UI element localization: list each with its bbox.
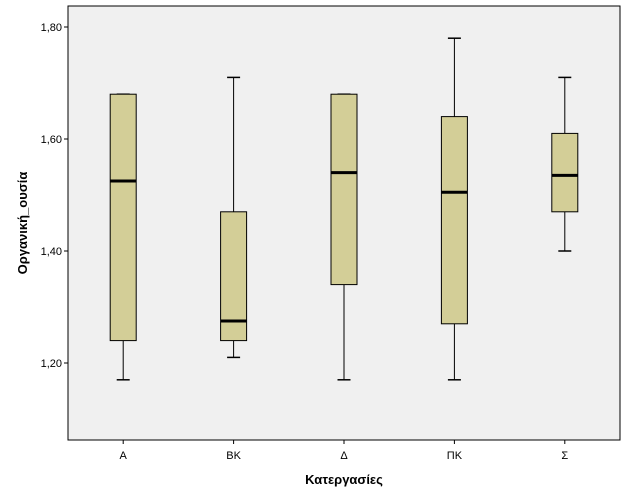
x-axis: Α ΒΚ Δ ΠΚ Σ (120, 440, 568, 462)
y-tick-label: 1,80 (41, 22, 62, 34)
box-iqr (220, 211, 248, 342)
x-tick-label: Α (120, 450, 128, 462)
y-axis: 1,20 1,40 1,60 1,80 (41, 22, 68, 370)
x-tick-label: ΠΚ (447, 450, 463, 462)
y-axis-title: Οργανική_ουσία (15, 172, 30, 275)
x-axis-title: Κατεργασίες (305, 472, 383, 487)
box-iqr (551, 132, 579, 213)
x-tick-label: Σ (561, 450, 568, 462)
y-tick-label: 1,40 (41, 246, 62, 258)
x-tick-label: Δ (340, 450, 348, 462)
box-iqr (109, 93, 137, 342)
y-tick-label: 1,60 (41, 134, 62, 146)
y-tick-label: 1,20 (41, 358, 62, 370)
x-tick-label: ΒΚ (226, 450, 241, 462)
box-iqr (440, 116, 468, 325)
box-group (109, 37, 579, 381)
box-iqr (330, 93, 358, 286)
